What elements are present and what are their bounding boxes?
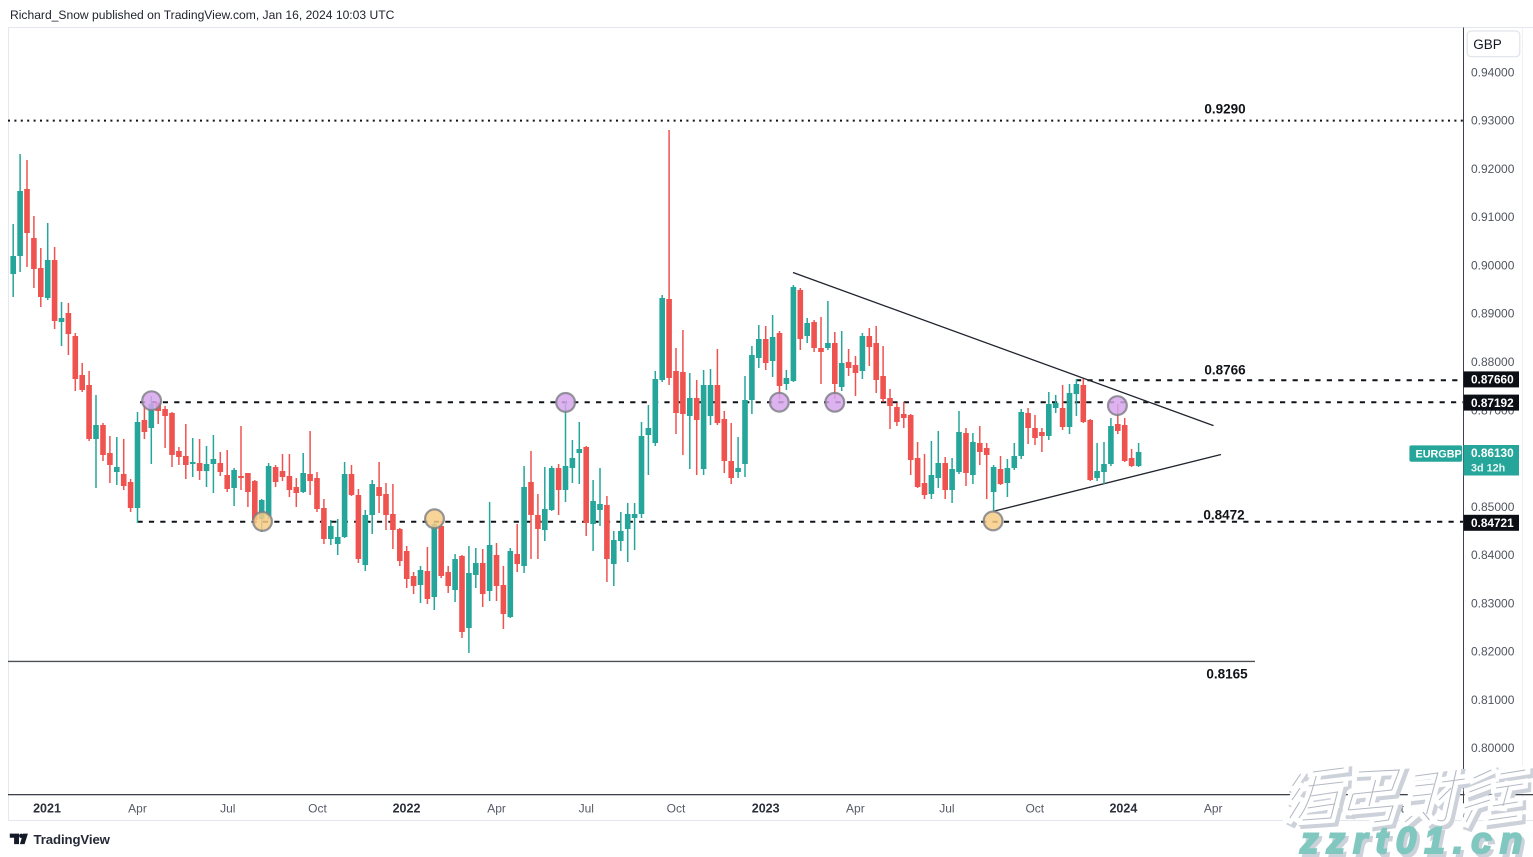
svg-text:0.89000: 0.89000: [1471, 307, 1515, 321]
svg-text:2022: 2022: [393, 802, 421, 816]
svg-text:0.8165: 0.8165: [1206, 667, 1248, 682]
svg-text:zzrt01.cn: zzrt01.cn: [1302, 824, 1533, 857]
svg-text:Oct: Oct: [1025, 802, 1044, 816]
svg-text:Apr: Apr: [1204, 802, 1223, 816]
svg-text:0.9290: 0.9290: [1204, 102, 1245, 117]
svg-text:0.91000: 0.91000: [1471, 210, 1515, 224]
svg-text:0.86130: 0.86130: [1471, 446, 1514, 460]
svg-text:0.84721: 0.84721: [1471, 516, 1514, 530]
svg-text:GBP: GBP: [1473, 37, 1502, 52]
svg-text:0.8766: 0.8766: [1204, 363, 1246, 378]
svg-text:0.93000: 0.93000: [1471, 114, 1515, 128]
svg-text:Apr: Apr: [128, 802, 147, 816]
svg-text:3d 12h: 3d 12h: [1471, 462, 1505, 474]
svg-text:Jul: Jul: [939, 802, 954, 816]
svg-text:0.82000: 0.82000: [1471, 645, 1515, 659]
svg-text:0.90000: 0.90000: [1471, 258, 1515, 272]
svg-text:0.87192: 0.87192: [1471, 396, 1514, 410]
svg-text:0.85000: 0.85000: [1471, 500, 1515, 514]
svg-text:Oct: Oct: [308, 802, 327, 816]
svg-text:Oct: Oct: [667, 802, 686, 816]
svg-text:0.87660: 0.87660: [1471, 373, 1514, 387]
svg-text:0.8472: 0.8472: [1203, 507, 1244, 522]
svg-text:2021: 2021: [33, 802, 61, 816]
svg-text:0.84000: 0.84000: [1471, 548, 1515, 562]
svg-text:2023: 2023: [752, 802, 780, 816]
svg-text:Richard_Snow published on Trad: Richard_Snow published on TradingView.co…: [10, 8, 395, 22]
svg-text:0.92000: 0.92000: [1471, 162, 1515, 176]
svg-text:TradingView: TradingView: [34, 832, 111, 847]
svg-text:0.83000: 0.83000: [1471, 596, 1515, 610]
svg-text:0.88000: 0.88000: [1471, 355, 1515, 369]
svg-text:zzrt01.cn: zzrt01.cn: [1299, 820, 1530, 857]
svg-text:0.94000: 0.94000: [1471, 65, 1515, 79]
svg-text:0.80000: 0.80000: [1471, 741, 1515, 755]
svg-text:Jul: Jul: [220, 802, 235, 816]
svg-text:EURGBP: EURGBP: [1416, 448, 1462, 460]
svg-text:Apr: Apr: [487, 802, 506, 816]
svg-text:Apr: Apr: [846, 802, 865, 816]
svg-text:Jul: Jul: [579, 802, 594, 816]
svg-text:2024: 2024: [1109, 802, 1137, 816]
svg-text:0.81000: 0.81000: [1471, 693, 1515, 707]
